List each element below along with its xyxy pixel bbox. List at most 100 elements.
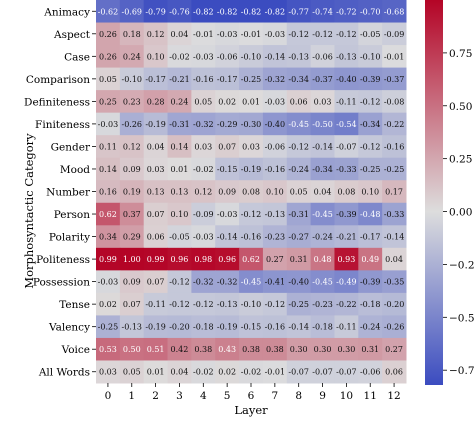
heatmap-cell bbox=[119, 45, 145, 69]
heatmap-cell bbox=[215, 225, 240, 249]
heatmap-cell bbox=[215, 315, 240, 339]
cell-value-label: -0.01 bbox=[193, 30, 214, 39]
heatmap-cell bbox=[358, 135, 383, 159]
cell-value-label: -0.40 bbox=[288, 278, 309, 287]
heatmap-cell bbox=[239, 225, 264, 249]
cell-value-label: 0.04 bbox=[385, 255, 403, 264]
heatmap-cell bbox=[262, 292, 288, 316]
heatmap-cell bbox=[286, 270, 312, 294]
cell-value-label: -0.32 bbox=[193, 120, 214, 129]
cell-value-label: -0.07 bbox=[312, 368, 333, 377]
cell-value-label: -0.54 bbox=[336, 120, 357, 129]
cell-value-label: 0.04 bbox=[147, 142, 165, 151]
heatmap-cell bbox=[167, 112, 192, 136]
cell-value-label: -0.03 bbox=[98, 120, 119, 129]
cell-value-label: -0.13 bbox=[122, 323, 143, 332]
heatmap-cell bbox=[96, 45, 121, 69]
heatmap-cell bbox=[286, 22, 312, 46]
heatmap-cell bbox=[262, 0, 288, 24]
cell-value-label: -0.01 bbox=[384, 52, 405, 61]
x-tick-label: 9 bbox=[319, 390, 326, 402]
heatmap-cell bbox=[239, 180, 264, 204]
heatmap-cell bbox=[191, 247, 216, 271]
heatmap-cell bbox=[382, 315, 407, 339]
heatmap-cell bbox=[382, 360, 407, 384]
x-tick-label: 5 bbox=[224, 390, 231, 402]
heatmap-cell-labels: -0.62 -0.69 -0.79 -0.76 -0.82 -0.82 -0.82 -0.82… bbox=[98, 7, 405, 376]
cell-value-label: 0.09 bbox=[123, 278, 141, 287]
cell-value-label: -0.32 bbox=[265, 75, 286, 84]
heatmap-cell bbox=[143, 157, 169, 181]
heatmap-cell bbox=[119, 360, 145, 384]
cell-value-label: -0.13 bbox=[265, 210, 286, 219]
cell-value-label: 0.30 bbox=[314, 345, 332, 354]
cell-value-label: -0.08 bbox=[384, 97, 405, 106]
heatmap-cell bbox=[286, 315, 312, 339]
cell-value-label: -0.12 bbox=[312, 30, 333, 39]
heatmap-cell bbox=[167, 67, 192, 91]
cell-value-label: 0.05 bbox=[99, 75, 117, 84]
heatmap-cell bbox=[191, 67, 216, 91]
heatmap-cell bbox=[334, 157, 359, 181]
cell-value-label: 0.11 bbox=[99, 142, 117, 151]
heatmap-cell bbox=[310, 45, 335, 69]
cell-value-label: 0.30 bbox=[337, 345, 355, 354]
cell-value-label: -0.32 bbox=[217, 278, 238, 287]
heatmap-cell bbox=[119, 135, 145, 159]
cell-value-label: -0.12 bbox=[288, 30, 309, 39]
cell-value-label: 0.03 bbox=[147, 165, 165, 174]
cell-value-label: 0.06 bbox=[147, 233, 165, 242]
cell-value-label: -0.07 bbox=[288, 368, 309, 377]
cell-value-label: -0.12 bbox=[336, 30, 357, 39]
colorbar-tick-label: 0.25 bbox=[449, 154, 472, 166]
heatmap-cell bbox=[239, 22, 264, 46]
cell-value-label: 0.53 bbox=[99, 345, 117, 354]
cell-value-label: -0.31 bbox=[288, 210, 309, 219]
heatmap-cell bbox=[96, 0, 121, 24]
cell-value-label: -0.30 bbox=[241, 120, 262, 129]
heatmap-cell bbox=[215, 292, 240, 316]
heatmap-cell bbox=[310, 22, 335, 46]
heatmap-cell bbox=[310, 67, 335, 91]
heatmap-cell bbox=[96, 315, 121, 339]
cell-value-label: -0.18 bbox=[312, 323, 333, 332]
cell-value-label: -0.11 bbox=[336, 323, 357, 332]
heatmap-cell bbox=[358, 337, 383, 361]
cell-value-label: -0.07 bbox=[336, 368, 357, 377]
cell-value-label: 0.37 bbox=[123, 210, 141, 219]
cell-value-label: -0.16 bbox=[384, 142, 405, 151]
heatmap-cell bbox=[96, 270, 121, 294]
heatmap-cell bbox=[286, 292, 312, 316]
cell-value-label: -0.01 bbox=[265, 368, 286, 377]
cell-value-label: -0.25 bbox=[241, 75, 262, 84]
cell-value-label: 0.38 bbox=[242, 345, 260, 354]
cell-value-label: -0.16 bbox=[193, 75, 214, 84]
heatmap-cell bbox=[382, 45, 407, 69]
cell-value-label: -0.82 bbox=[265, 7, 286, 16]
cell-value-label: -0.06 bbox=[265, 142, 286, 151]
heatmap-cell bbox=[358, 90, 383, 114]
heatmap-cell bbox=[358, 180, 383, 204]
cell-value-label: -0.25 bbox=[384, 165, 405, 174]
cell-value-label: 0.09 bbox=[218, 188, 236, 197]
heatmap-cell bbox=[334, 225, 359, 249]
heatmap-cell bbox=[167, 0, 192, 24]
heatmap-cell bbox=[167, 270, 192, 294]
cell-value-label: 0.62 bbox=[99, 210, 117, 219]
cell-value-label: -0.11 bbox=[145, 300, 166, 309]
cell-value-label: -0.12 bbox=[265, 300, 286, 309]
heatmap-cell bbox=[239, 157, 264, 181]
y-tick-label: Comparison bbox=[26, 74, 90, 86]
heatmap-cell bbox=[191, 112, 216, 136]
heatmap-cell bbox=[262, 225, 288, 249]
heatmap-cell bbox=[262, 45, 288, 69]
x-tick-label: 0 bbox=[105, 390, 112, 402]
heatmap-cell bbox=[239, 337, 264, 361]
heatmap-cell bbox=[96, 337, 121, 361]
cell-value-label: -0.34 bbox=[360, 120, 381, 129]
heatmap-cell bbox=[334, 90, 359, 114]
heatmap-cell bbox=[143, 22, 169, 46]
heatmap-cell bbox=[310, 135, 335, 159]
heatmap-cell bbox=[358, 67, 383, 91]
heatmap-cell bbox=[382, 135, 407, 159]
